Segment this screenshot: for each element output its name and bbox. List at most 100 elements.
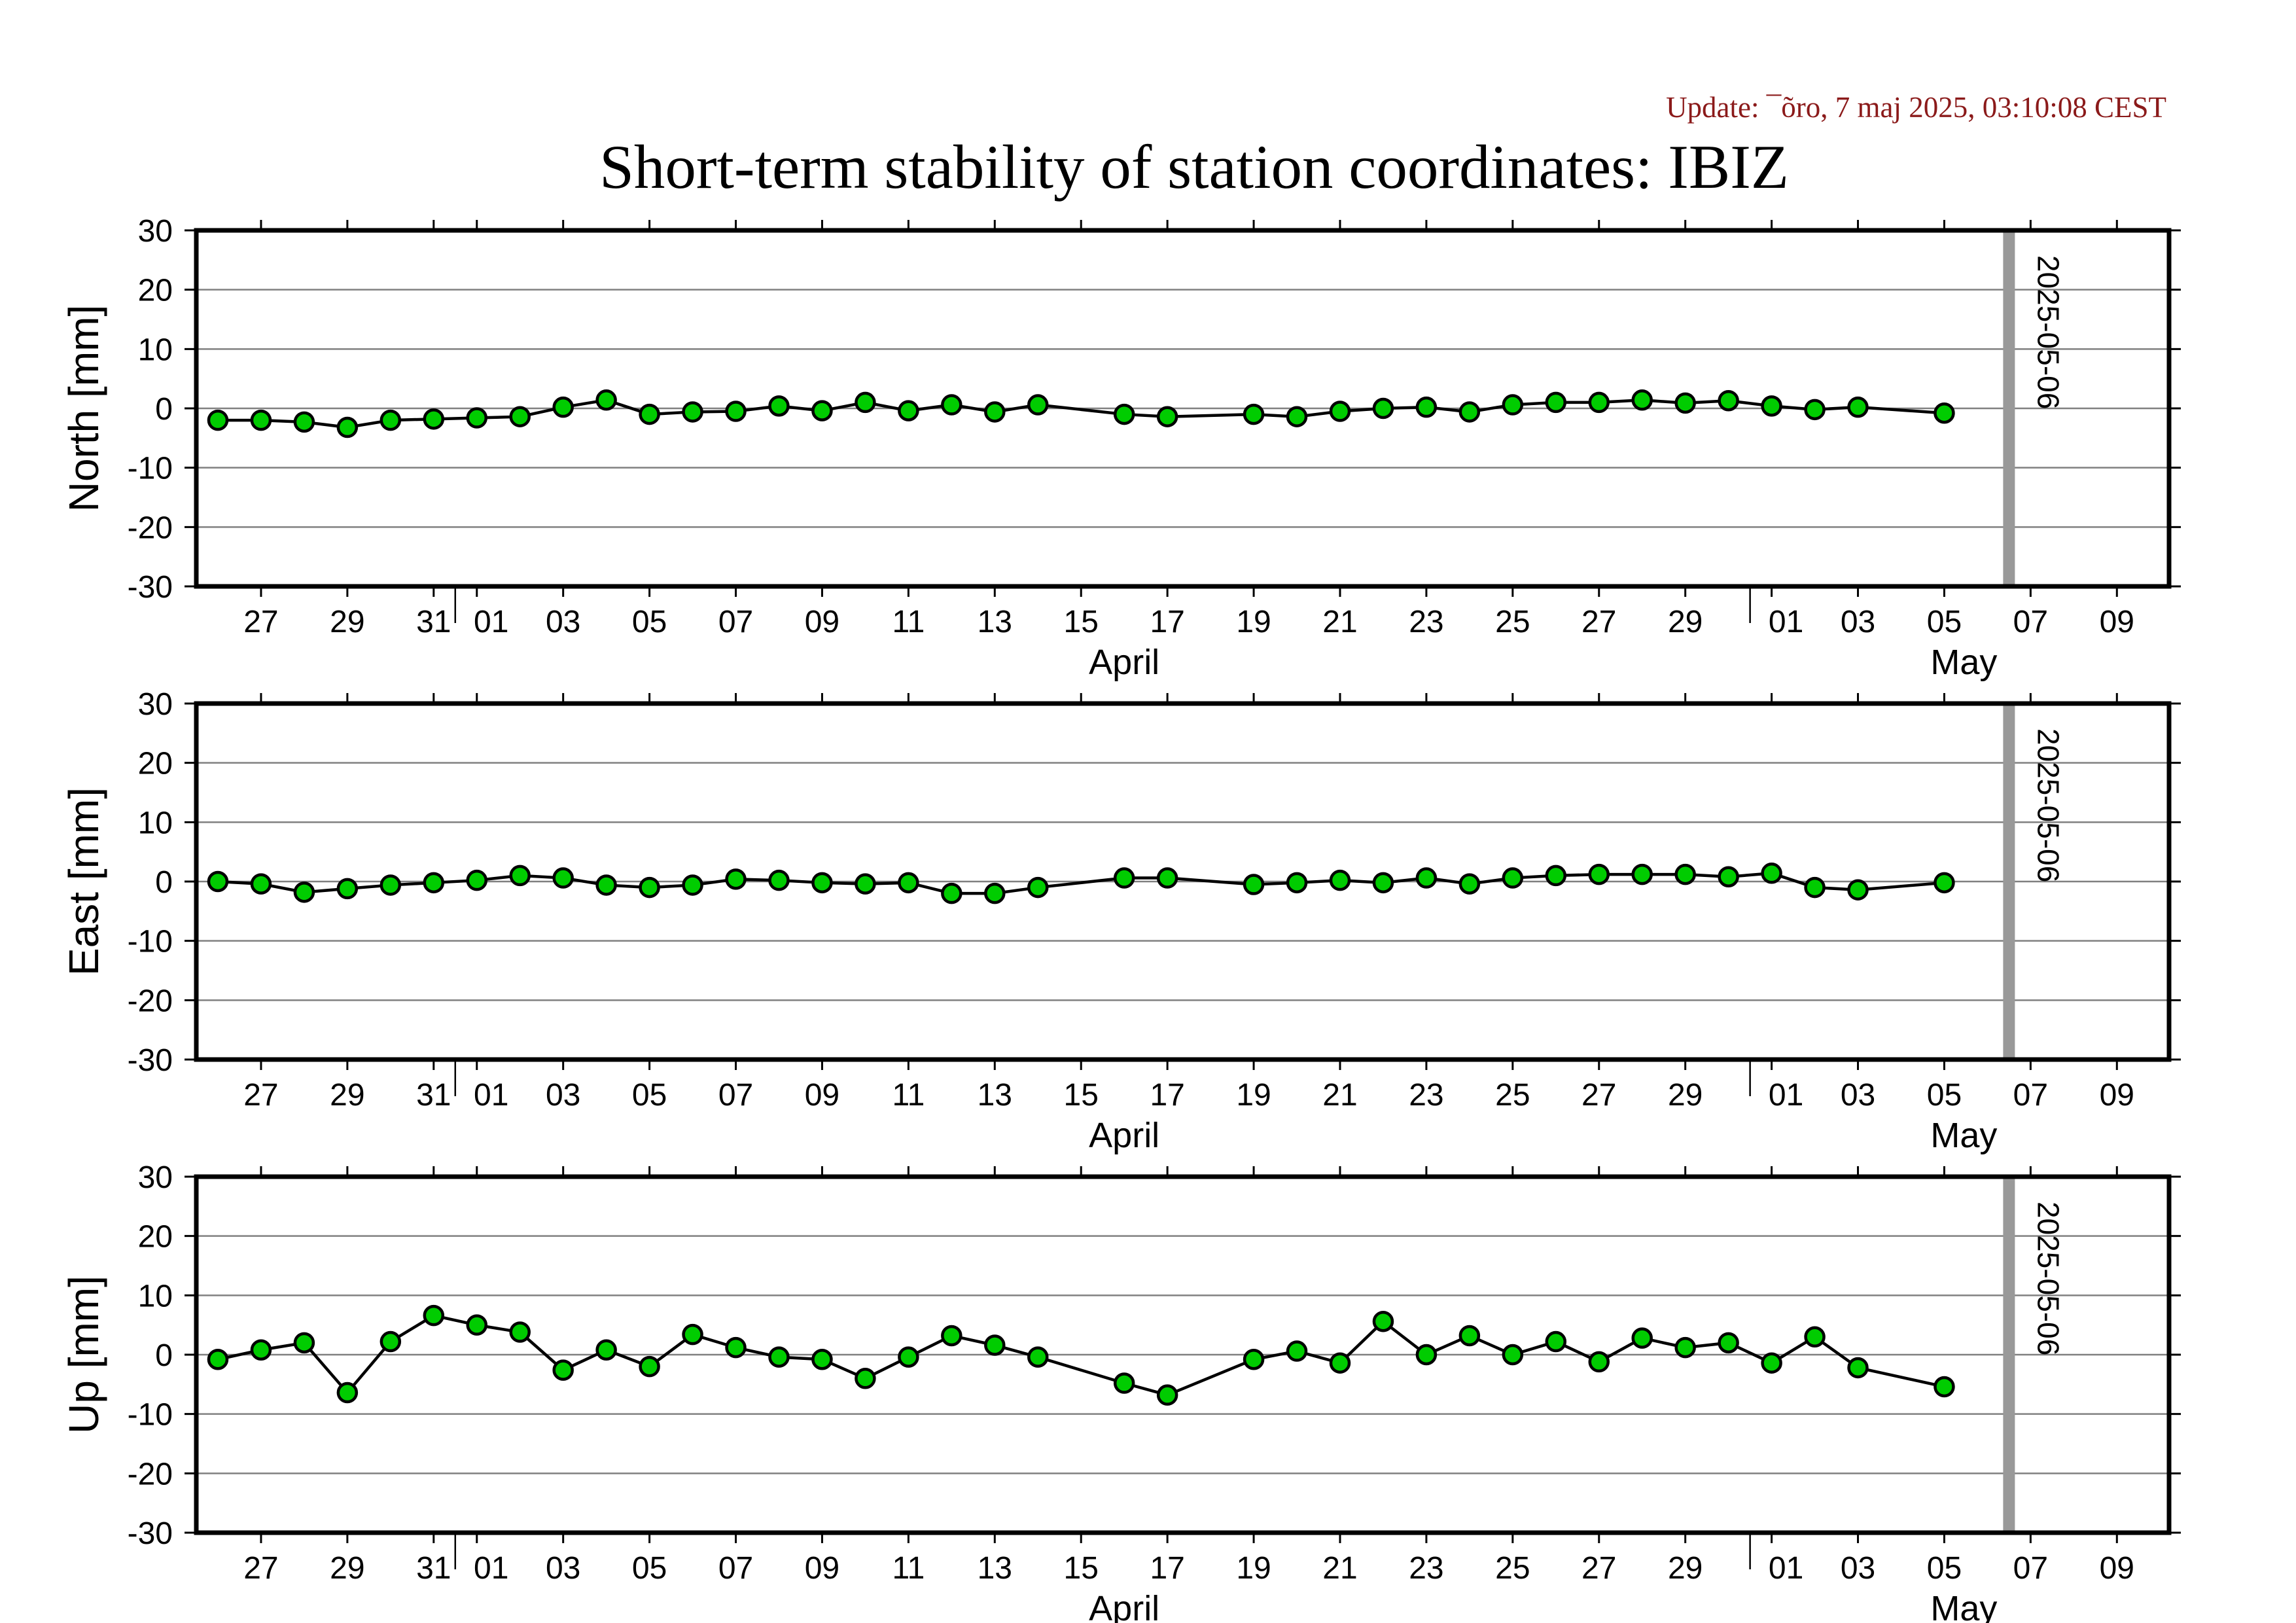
panel1-x-tick-label: 23 xyxy=(1409,605,1443,639)
panel1-x-tick-label: 13 xyxy=(978,605,1012,639)
panel1-y-tick-label: 30 xyxy=(138,214,173,249)
panel2-x-tick-label: 29 xyxy=(330,1078,364,1113)
panel3-x-tick-label: 09 xyxy=(805,1551,839,1586)
panel1-data-point xyxy=(811,400,833,421)
panel2-x-tick-label: 27 xyxy=(1581,1078,1616,1113)
panel2-data-point xyxy=(639,876,660,899)
panel2-data-point xyxy=(1329,869,1351,891)
panel2-data-point xyxy=(725,868,747,890)
panel3-y-tick-label: 0 xyxy=(155,1338,173,1373)
panel1-data-point xyxy=(1588,391,1610,414)
panel3-x-tick-label: 11 xyxy=(892,1551,925,1586)
panel3-y-tick-label: -20 xyxy=(128,1457,173,1491)
panel2-data-point xyxy=(855,873,876,895)
panel3-data-point xyxy=(1113,1372,1135,1394)
panel3-data-point xyxy=(725,1336,747,1359)
panel2-x-tick-label: 09 xyxy=(805,1078,839,1113)
panel3-data-point xyxy=(1329,1352,1351,1374)
panel3-y-tick-label: 30 xyxy=(138,1160,173,1195)
panel1-data-point xyxy=(423,408,445,430)
panel3-data-point xyxy=(1847,1357,1869,1379)
panel1-x-tick-label: 05 xyxy=(632,605,667,639)
panel2-x-tick-label: 19 xyxy=(1236,1078,1271,1113)
panel3-data-point xyxy=(941,1325,963,1347)
panel1-data-point xyxy=(1934,402,1955,424)
panel2-month-label-april: April xyxy=(1089,1116,1159,1155)
panel1-data-point xyxy=(1286,406,1308,427)
panel2-data-point xyxy=(595,874,617,896)
panel2-data-point xyxy=(1415,867,1438,889)
panel2-data-point xyxy=(380,874,402,896)
panel3-data-point xyxy=(1286,1340,1308,1362)
panel3-data-point xyxy=(1502,1344,1524,1366)
panel3-data-point xyxy=(1674,1336,1696,1359)
panel1-data-point xyxy=(898,400,919,421)
panel1-y-axis-label: North [mm] xyxy=(60,305,107,512)
panel1-x-tick-label: 07 xyxy=(2013,605,2048,639)
panel3-data-point xyxy=(552,1359,574,1381)
panel2-x-tick-label: 05 xyxy=(632,1078,667,1113)
panel2-y-tick-label: -10 xyxy=(128,925,173,959)
panel1-data-point xyxy=(1718,389,1739,412)
panel3-data-point xyxy=(1372,1310,1394,1332)
panel3-data-point xyxy=(855,1368,876,1389)
panel1-x-tick-label: 07 xyxy=(718,605,753,639)
panel3-data-point xyxy=(984,1334,1006,1356)
panel1-x-tick-label: 03 xyxy=(546,605,580,639)
panel3-data-point xyxy=(509,1321,531,1343)
panel3-x-tick-label: 29 xyxy=(1668,1551,1703,1586)
panel3-x-tick-label: 07 xyxy=(718,1551,753,1586)
panel2-x-tick-label: 27 xyxy=(243,1078,278,1113)
panel2-data-point xyxy=(682,874,703,896)
panel3-x-tick-label: 01 xyxy=(1769,1551,1803,1586)
panel3-x-tick-label: 01 xyxy=(474,1551,508,1586)
panel1-data-point xyxy=(1761,395,1782,417)
panel1-x-tick-label: 15 xyxy=(1064,605,1099,639)
panel3-y-tick-label: -10 xyxy=(128,1398,173,1433)
panel1-data-point xyxy=(1847,396,1869,418)
panel1-month-label-april: April xyxy=(1089,643,1159,682)
panel1-x-tick-label: 29 xyxy=(330,605,364,639)
panel1-data-point xyxy=(336,416,359,438)
panel3-x-tick-label: 19 xyxy=(1236,1551,1271,1586)
panel1-data-point xyxy=(1329,401,1351,422)
panel2-x-tick-label: 15 xyxy=(1064,1078,1099,1113)
panel1-x-tick-label: 27 xyxy=(1581,605,1616,639)
panel2-data-point xyxy=(1502,867,1524,889)
panel3-data-point xyxy=(768,1346,790,1368)
panel1-month-label-may: May xyxy=(1930,643,1997,682)
panel3-data-point xyxy=(898,1346,919,1368)
panel2-x-tick-label: 01 xyxy=(474,1078,508,1113)
panel3-y-tick-label: 10 xyxy=(138,1279,173,1313)
panel2-data-point xyxy=(1243,874,1265,895)
panel2-data-point xyxy=(207,870,229,893)
panel3-x-tick-label: 29 xyxy=(330,1551,364,1586)
panel1-x-tick-label: 05 xyxy=(1927,605,1962,639)
panel1-data-point xyxy=(1502,394,1524,416)
panel3-data-point xyxy=(1804,1326,1826,1348)
panel2-data-point xyxy=(250,873,272,895)
panel3-y-tick-label: -30 xyxy=(128,1516,173,1551)
panel1-data-point xyxy=(768,395,790,417)
panel2-x-tick-label: 09 xyxy=(2100,1078,2134,1113)
panel2-data-point xyxy=(984,882,1006,904)
panel2-x-tick-label: 21 xyxy=(1322,1078,1357,1113)
panel3-data-point xyxy=(1243,1349,1265,1370)
panel3-data-point xyxy=(1588,1351,1610,1373)
panel3-plot-frame xyxy=(194,1174,2172,1535)
panel1-x-tick-label: 03 xyxy=(1841,605,1875,639)
panel2-data-point xyxy=(1718,866,1739,887)
panel1-plot-frame xyxy=(194,228,2172,589)
panel2-x-tick-label: 31 xyxy=(416,1078,451,1113)
panel2-data-point xyxy=(552,867,574,889)
panel1-x-tick-label: 17 xyxy=(1150,605,1184,639)
panel2-data-point xyxy=(509,865,531,887)
panel2-y-axis-label: East [mm] xyxy=(60,787,107,976)
panel3-x-tick-label: 23 xyxy=(1409,1551,1443,1586)
panel2-y-tick-label: 30 xyxy=(138,687,173,722)
panel1-x-tick-label: 01 xyxy=(474,605,508,639)
panel3-x-tick-label: 25 xyxy=(1495,1551,1530,1586)
panel1-y-tick-label: -20 xyxy=(128,510,173,545)
panel2-data-point xyxy=(1847,879,1869,901)
panel3-data-point xyxy=(1027,1346,1049,1368)
